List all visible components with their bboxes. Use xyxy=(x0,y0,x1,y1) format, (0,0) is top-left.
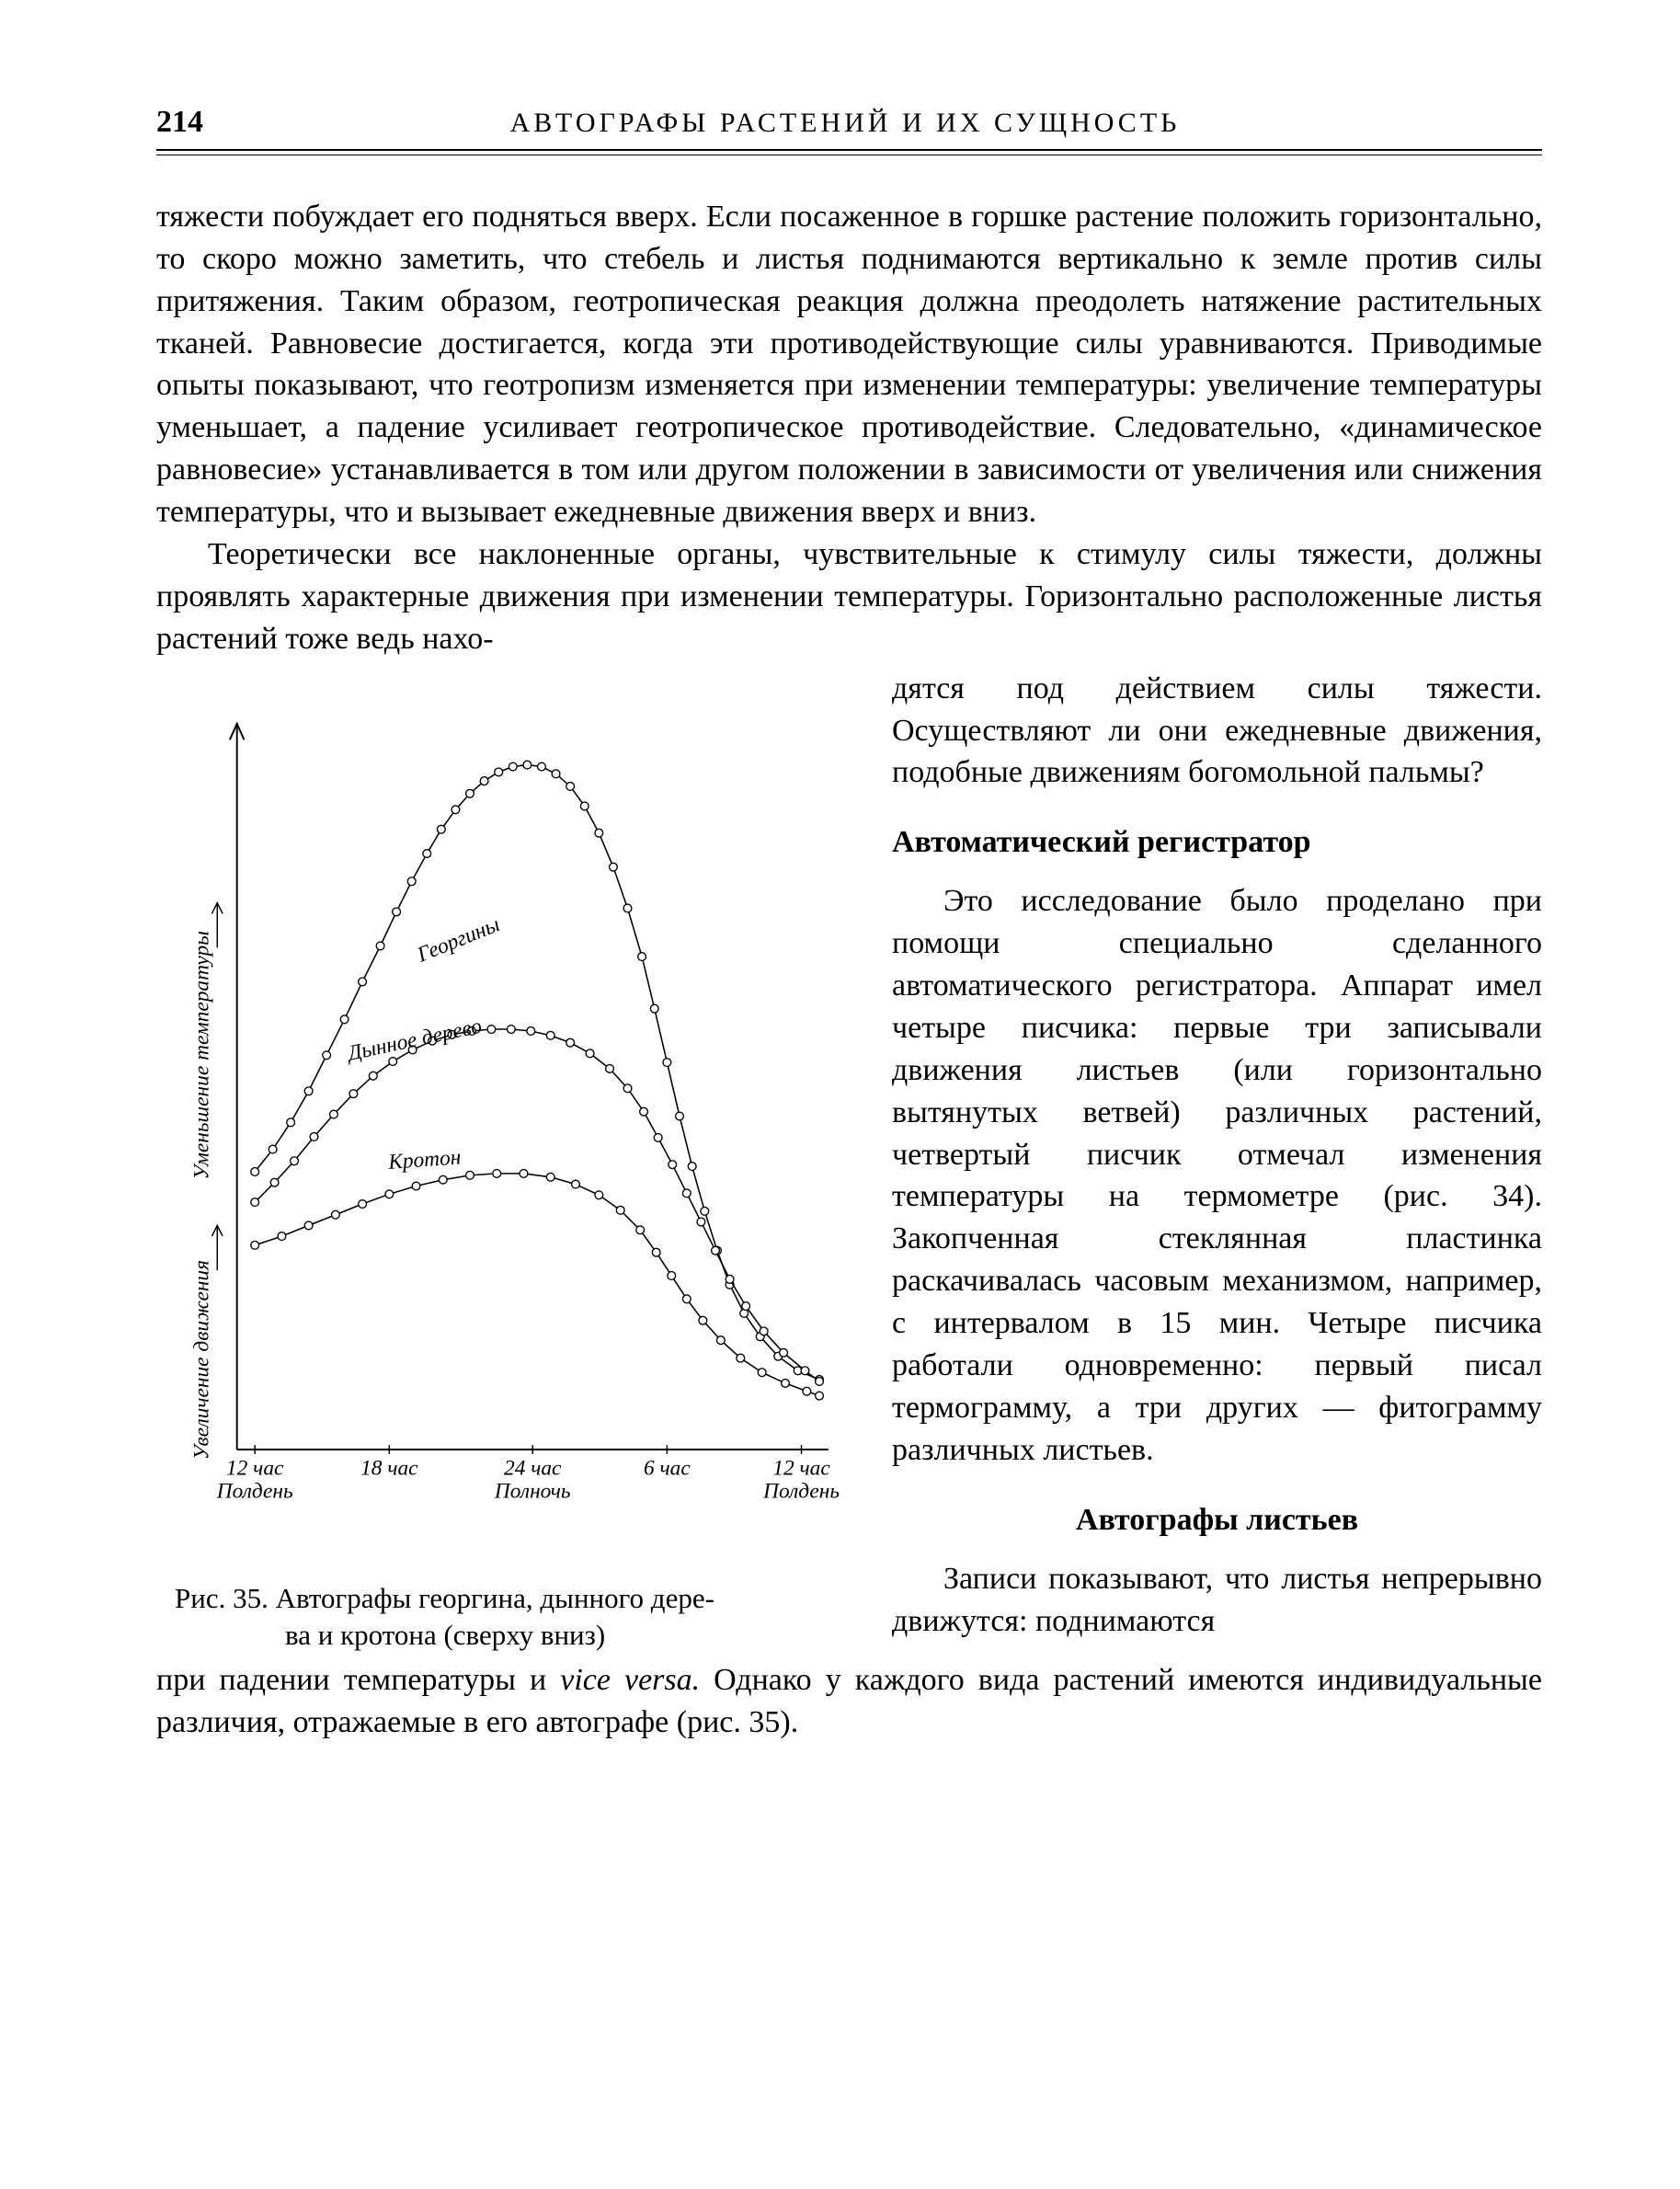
svg-text:18 час: 18 час xyxy=(360,1456,418,1480)
svg-text:6 час: 6 час xyxy=(644,1456,691,1480)
paragraph-1: тяжести побуждает его подняться вверх. Е… xyxy=(156,196,1542,533)
bottom-paragraph-a: при падении температуры и xyxy=(156,1663,560,1697)
page-header: 214 АВТОГРАФЫ РАСТЕНИЙ И ИХ СУЩНОСТЬ xyxy=(156,101,1542,143)
svg-text:Увеличение движения: Увеличение движения xyxy=(190,1260,214,1460)
page: 214 АВТОГРАФЫ РАСТЕНИЙ И ИХ СУЩНОСТЬ тяж… xyxy=(0,0,1680,2189)
figure-text-row: Уменьшение температуры Увеличение движени… xyxy=(156,668,1542,1655)
bottom-paragraph: при падении температуры и vice versa. Од… xyxy=(156,1659,1542,1744)
running-head: АВТОГРАФЫ РАСТЕНИЙ И ИХ СУЩНОСТЬ xyxy=(203,105,1487,143)
svg-text:Полночь: Полночь xyxy=(494,1479,571,1503)
svg-text:Полдень: Полдень xyxy=(216,1479,293,1503)
section-title-autographs: Автографы листьев xyxy=(892,1499,1542,1541)
paragraph-2: Теоретически все наклоненные органы, чув… xyxy=(156,533,1542,660)
figure-35: Уменьшение температуры Увеличение движени… xyxy=(156,668,855,1655)
header-rule xyxy=(156,149,1542,155)
svg-text:12 час: 12 час xyxy=(772,1456,830,1480)
svg-text:24 час: 24 час xyxy=(504,1456,562,1480)
figure-caption-line2: ва и кротона (сверху вниз) xyxy=(175,1617,605,1654)
section1-body: Это исследование было проделано при помо… xyxy=(892,880,1542,1471)
page-number: 214 xyxy=(156,101,203,143)
right-continuation: дятся под действием силы тяжести. Осущес… xyxy=(892,668,1542,795)
svg-text:Полдень: Полдень xyxy=(762,1479,840,1503)
svg-text:Уменьшение температуры: Уменьшение температуры xyxy=(190,931,214,1180)
svg-text:12 час: 12 час xyxy=(226,1456,284,1480)
section-title-registrator: Автоматический регистратор xyxy=(892,821,1542,864)
bottom-paragraph-italic: vice versa. xyxy=(560,1663,700,1697)
right-column: дятся под действием силы тяжести. Осущес… xyxy=(892,668,1542,1655)
figure-caption-line1: Рис. 35. Автографы георгина, дынного дер… xyxy=(175,1582,714,1614)
figure-svg: Уменьшение температуры Увеличение движени… xyxy=(156,668,855,1532)
figure-caption: Рис. 35. Автографы георгина, дынного дер… xyxy=(156,1580,855,1655)
svg-text:Георгины: Георгины xyxy=(413,912,503,968)
svg-text:Дынное дерево: Дынное дерево xyxy=(344,1014,484,1066)
svg-text:Кротон: Кротон xyxy=(386,1145,462,1175)
section2-lead: Записи показывают, что листья непрерывно… xyxy=(892,1558,1542,1643)
